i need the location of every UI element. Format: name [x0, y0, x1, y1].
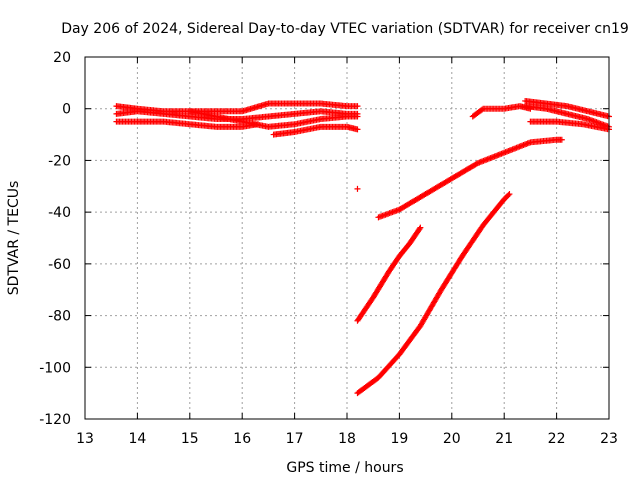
x-tick-label: 21 — [495, 431, 513, 447]
x-axis-label: GPS time / hours — [286, 460, 403, 476]
data-point — [506, 191, 513, 198]
x-tick-label: 18 — [338, 431, 356, 447]
data-point — [354, 126, 361, 133]
y-tick-label: 20 — [53, 50, 71, 66]
series-track-e — [270, 123, 361, 138]
y-tick-label: -120 — [39, 412, 71, 428]
data-point — [479, 106, 486, 113]
axis-ticks: 13 14 15 16 17 18 19 20 21 22 23 20 0 -20 -40 -60 -80 -10… — [39, 50, 618, 447]
y-tick-label: -100 — [39, 360, 71, 376]
x-tick-label: 13 — [76, 431, 94, 447]
series-track-f — [354, 185, 361, 192]
x-tick-label: 20 — [443, 431, 461, 447]
series-track-m — [527, 118, 612, 133]
x-tick-label: 17 — [286, 431, 304, 447]
data-point — [417, 224, 424, 231]
data-point — [354, 113, 361, 120]
series-track-i — [354, 191, 513, 397]
x-tick-label: 16 — [233, 431, 251, 447]
series-track-d — [186, 108, 361, 130]
y-tick-label: -40 — [48, 205, 71, 221]
data-point — [354, 103, 361, 110]
y-axis-label: SDTVAR / TECUs — [6, 181, 22, 296]
data-point — [354, 185, 361, 192]
series-track-g — [375, 136, 565, 221]
data-point — [416, 225, 423, 232]
data-point — [505, 192, 512, 199]
data-point — [558, 136, 565, 143]
series-track-c — [113, 118, 261, 130]
plot-frame — [84, 56, 610, 420]
y-tick-label: -20 — [48, 153, 71, 169]
series-track-h — [354, 224, 424, 324]
x-tick-label: 14 — [128, 431, 146, 447]
data-point — [473, 160, 480, 167]
x-tick-label: 22 — [548, 431, 566, 447]
chart-title: Day 206 of 2024, Sidereal Day-to-day VTE… — [61, 21, 629, 37]
series-track-k — [522, 97, 612, 120]
x-tick-label: 15 — [181, 431, 199, 447]
x-tick-label: 23 — [600, 431, 618, 447]
y-tick-label: -60 — [48, 257, 71, 273]
x-tick-label: 19 — [390, 431, 408, 447]
y-tick-label: 0 — [62, 102, 71, 118]
data-points — [113, 97, 612, 397]
y-tick-label: -80 — [48, 309, 71, 325]
